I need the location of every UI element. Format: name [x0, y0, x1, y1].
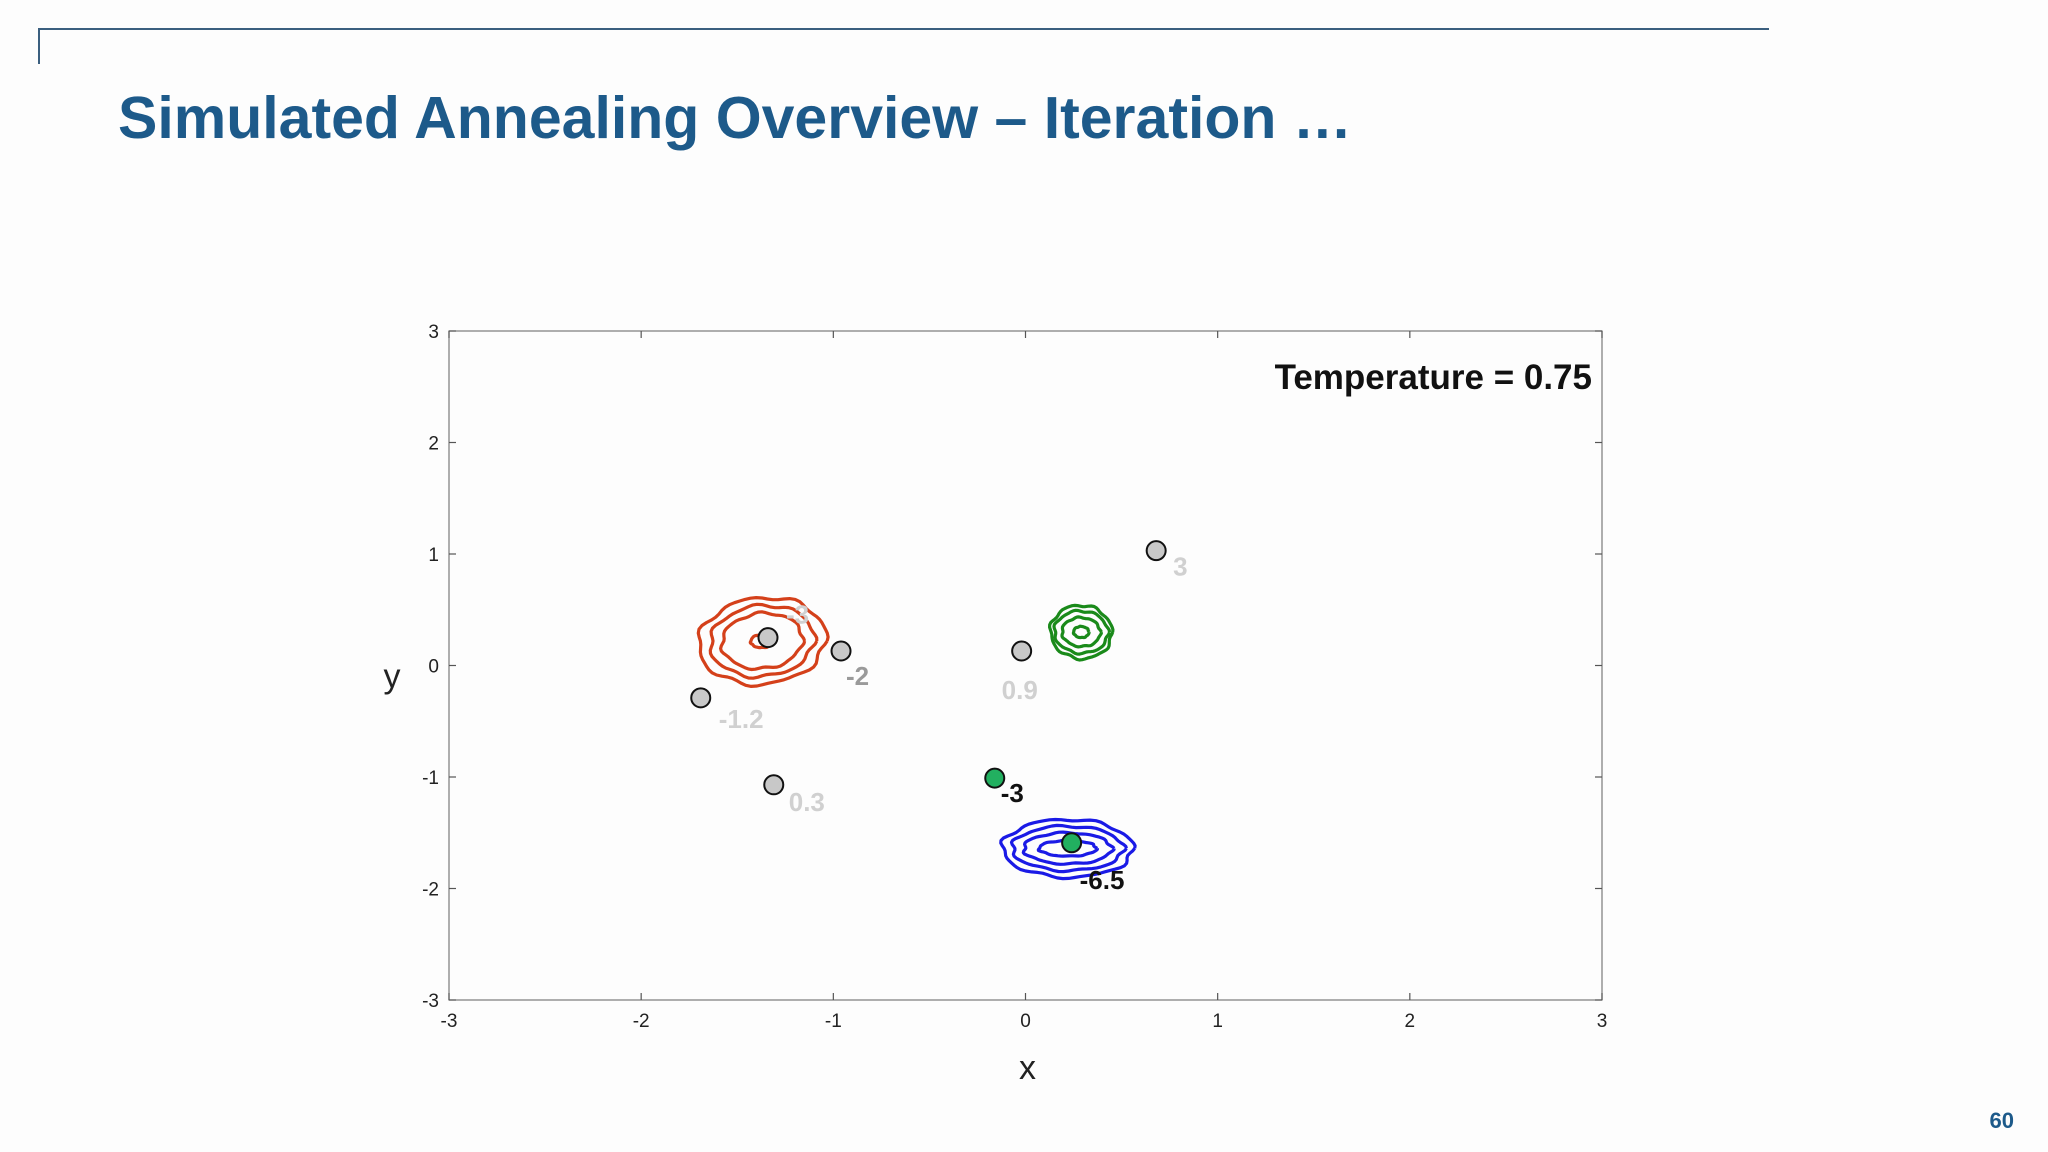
blue-contour-line: [1009, 823, 1128, 874]
data-point: [690, 687, 712, 709]
data-point: [1011, 640, 1033, 662]
data-point: [830, 640, 852, 662]
point-value-label: -6.5: [1080, 865, 1125, 895]
x-tick-label: -2: [633, 1011, 650, 1032]
green-contour-line: [1060, 615, 1103, 649]
y-tick-label: -1: [422, 768, 439, 789]
point-value-label: 0.3: [789, 787, 825, 817]
x-tick-label: -3: [441, 1011, 458, 1032]
left-rule: [38, 28, 40, 64]
point-value-label: -3: [786, 600, 809, 630]
point-value-label: -3: [1001, 778, 1024, 808]
blue-contour-line: [999, 817, 1137, 881]
green-contour-line: [1048, 603, 1115, 662]
data-point: [984, 767, 1006, 789]
slide-title: Simulated Annealing Overview – Iteration…: [118, 85, 1352, 151]
point-value-label: -1.2: [719, 704, 764, 734]
data-point: [757, 627, 779, 649]
red-contour-line: [696, 596, 830, 688]
y-tick-label: 0: [428, 657, 439, 678]
plot-frame: [448, 330, 1603, 1001]
x-tick-label: 2: [1405, 1011, 1416, 1032]
x-axis-label: x: [1019, 1049, 1036, 1087]
blue-contour-line: [1021, 830, 1116, 866]
y-axis-label: y: [384, 658, 401, 696]
data-point: [763, 774, 785, 796]
y-tick-label: 1: [428, 545, 439, 566]
x-tick-label: 3: [1597, 1011, 1608, 1032]
point-value-label: -2: [846, 661, 869, 691]
top-rule: [38, 28, 1769, 30]
x-tick-label: 0: [1020, 1011, 1031, 1032]
y-tick-label: 3: [428, 322, 439, 343]
green-contour-line: [1052, 608, 1112, 656]
page-number: 60: [1989, 1108, 2014, 1133]
green-contour-line: [1071, 624, 1091, 640]
data-point: [1061, 832, 1083, 854]
y-tick-label: 2: [428, 434, 439, 455]
red-contour-line: [708, 602, 819, 680]
data-point: [1145, 540, 1167, 562]
x-tick-label: -1: [825, 1011, 842, 1032]
temperature-annotation: Temperature = 0.75: [1275, 358, 1592, 397]
point-value-label: 3: [1173, 552, 1187, 582]
y-tick-label: -3: [422, 991, 439, 1012]
red-contour-line: [719, 610, 807, 672]
y-tick-label: -2: [422, 880, 439, 901]
x-tick-label: 1: [1212, 1011, 1223, 1032]
point-value-label: 0.9: [1002, 675, 1038, 705]
